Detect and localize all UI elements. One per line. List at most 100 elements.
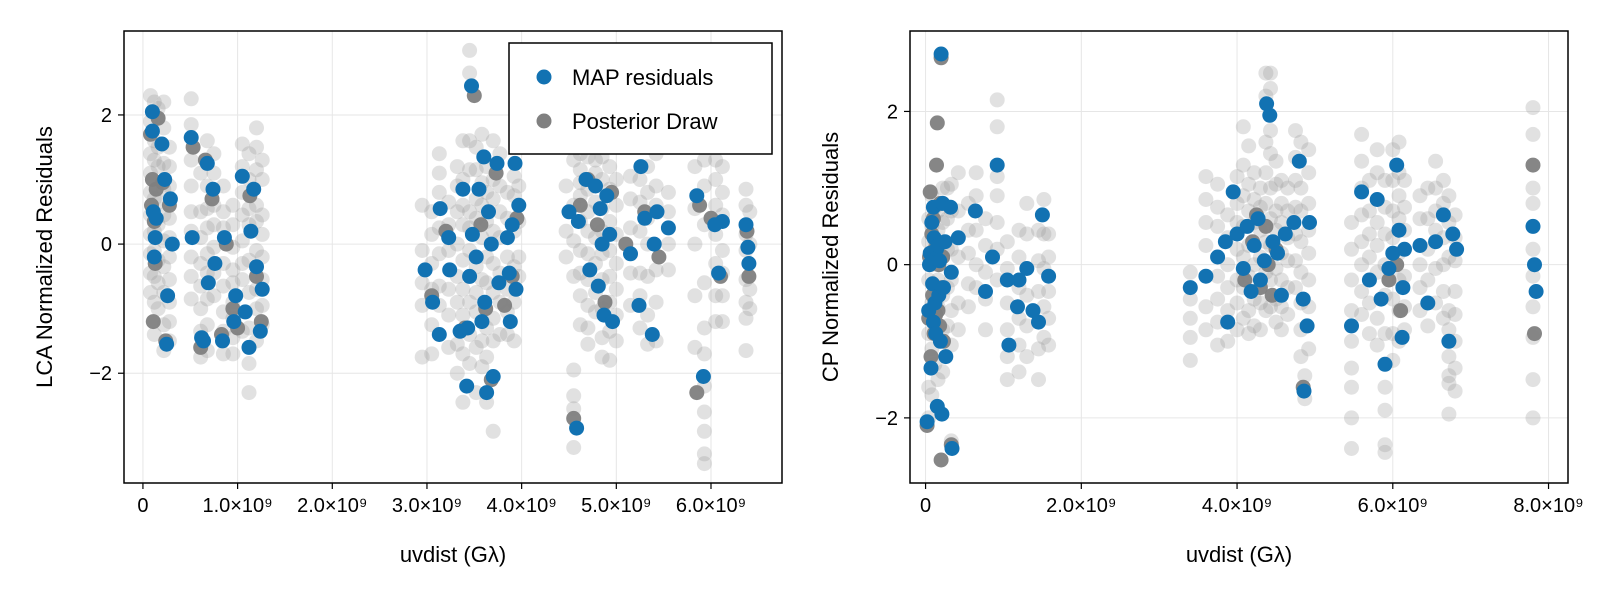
cp-map-residual-point [932, 333, 948, 349]
cp-posterior-sample-point [1229, 241, 1245, 257]
cp-posterior-sample-point [1031, 372, 1046, 388]
cp-posterior-sample-point [978, 264, 993, 280]
lca-posterior-sample-point [215, 204, 231, 220]
cp-posterior-sample-point [989, 215, 1005, 230]
lca-posterior-sample-point [572, 288, 588, 304]
cp-map-residual-point [919, 414, 935, 430]
cp-posterior-sample-point [1280, 253, 1296, 269]
cp-posterior-sample-point [1011, 310, 1027, 326]
lca-posterior-draw-point [651, 249, 667, 265]
cp-posterior-sample-point [1263, 65, 1278, 81]
lca-map-residual-point [499, 230, 515, 246]
cp-posterior-sample-point [1377, 379, 1393, 395]
lca-map-residual-point [162, 191, 178, 207]
cp-posterior-sample-point [1344, 333, 1359, 349]
lca-posterior-sample-point [511, 249, 527, 265]
lca-map-residual-point [646, 236, 662, 252]
lca-map-residual-point [431, 327, 447, 342]
cp-map-residual-point [1373, 291, 1389, 307]
cp-posterior-sample-point [1220, 280, 1236, 296]
cp-map-residual-point [1420, 295, 1436, 311]
cp-posterior-sample-point [1031, 284, 1046, 299]
cp-posterior-sample-point [1397, 199, 1412, 215]
lca-posterior-sample-point [632, 172, 648, 187]
lca-map-residual-point [417, 262, 433, 278]
lca-map-residual-point [228, 288, 244, 304]
cp-posterior-sample-point [1293, 264, 1309, 280]
cp-posterior-sample-point [978, 322, 993, 338]
cp-map-residual-point [923, 360, 939, 376]
lca-posterior-sample-point [455, 133, 471, 149]
cp-posterior-sample-point [1263, 123, 1278, 139]
lca-posterior-sample-point [714, 288, 730, 304]
cp-posterior-sample-point [1361, 172, 1377, 188]
cp-posterior-sample-point [1525, 180, 1541, 196]
cp-map-residual-point [989, 157, 1005, 173]
lca-posterior-draw-point [497, 297, 513, 313]
lca-posterior-sample-point [225, 275, 241, 291]
cp-posterior-sample-point [1246, 318, 1262, 334]
cp-posterior-sample-point [960, 299, 976, 315]
lca-posterior-sample-point [580, 246, 596, 262]
cp-map-residual-point [1527, 257, 1542, 273]
cp-posterior-sample-point [1182, 291, 1198, 307]
cp-posterior-sample-point [1268, 314, 1284, 330]
cp-posterior-sample-point [1011, 222, 1027, 238]
cp-posterior-draw-point [922, 184, 938, 200]
cp-map-residual-point [978, 284, 993, 299]
lca-posterior-draw-point [473, 217, 489, 233]
lca-posterior-sample-point [161, 210, 177, 226]
cp-map-residual-point [999, 272, 1015, 288]
lca-posterior-sample-point [424, 226, 440, 242]
cp-map-residual-point [1435, 207, 1451, 223]
lca-map-residual-point [459, 378, 475, 394]
lca-map-residual-point [205, 181, 221, 197]
cp-posterior-sample-point [1412, 188, 1428, 204]
lca-posterior-sample-point [455, 252, 471, 268]
lca-posterior-sample-point [455, 346, 471, 362]
lca-posterior-sample-point [234, 256, 250, 271]
lca-map-residual-point [425, 294, 441, 310]
cp-map-residual-point [934, 406, 950, 422]
lca-posterior-sample-point [708, 197, 724, 213]
lca-posterior-sample-point [602, 214, 618, 229]
cp-posterior-sample-point [1525, 410, 1541, 426]
cp-posterior-draw-point [923, 349, 939, 365]
lca-posterior-sample-point [241, 385, 257, 401]
cp-map-residual-point [1198, 268, 1214, 284]
lca-map-residual-point [441, 230, 457, 246]
cp-posterior-sample-point [1220, 303, 1236, 319]
cp-posterior-sample-point [1041, 337, 1057, 353]
lca-map-residual-point [464, 226, 480, 242]
lca-map-residual-point [199, 155, 215, 171]
cp-map-residual-point [1397, 241, 1412, 257]
cp-map-residual-point [943, 199, 958, 215]
lca-posterior-sample-point [206, 288, 222, 304]
lca-map-residual-point [599, 188, 615, 204]
lca-map-residual-point [485, 369, 501, 384]
lca-posterior-sample-point [183, 178, 199, 194]
lca-map-residual-point [504, 217, 520, 233]
lca-posterior-sample-point [449, 294, 465, 310]
lca-posterior-sample-point [156, 155, 172, 171]
lca-posterior-sample-point [640, 184, 656, 200]
cp-map-residual-point [1243, 284, 1259, 299]
lca-map-residual-point [483, 236, 499, 252]
cp-posterior-sample-point [1301, 165, 1317, 181]
cp-map-residual-point [1041, 268, 1057, 284]
cp-posterior-draw-point [1527, 326, 1542, 342]
cp-posterior-sample-point [1525, 268, 1541, 284]
cp-posterior-sample-point [968, 222, 984, 238]
lca-map-residual-point [237, 304, 253, 320]
lca-posterior-sample-point [742, 301, 758, 317]
cp-posterior-sample-point [1361, 249, 1377, 265]
lca-posterior-sample-point [215, 346, 231, 362]
cp-map-residual-point [1270, 245, 1285, 261]
lca-posterior-sample-point [193, 204, 209, 220]
cp-posterior-sample-point [1441, 349, 1457, 365]
lca-map-residual-point [464, 78, 479, 94]
cp-map-residual-point [1252, 272, 1268, 288]
lca-map-residual-point [479, 385, 495, 401]
cp-map-residual-point [1344, 318, 1359, 334]
lca-posterior-sample-point [738, 197, 754, 213]
